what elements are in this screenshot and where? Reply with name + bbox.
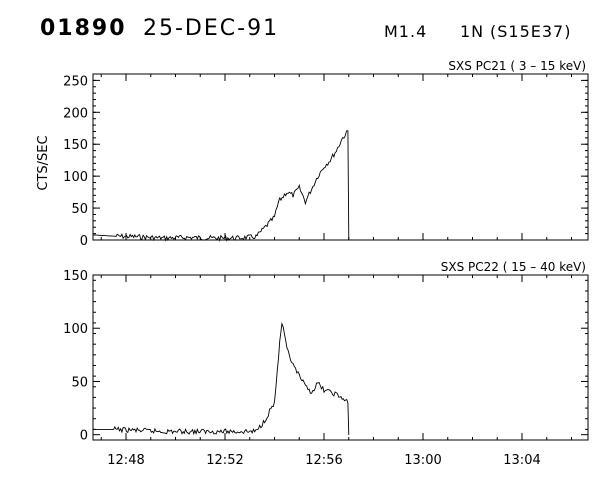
pc21-title: SXS PC21 ( 3 – 15 keV) [448,59,586,73]
pc21-ytick-label: 100 [63,170,88,185]
pc22-xtick-label: 13:00 [404,453,441,468]
pc21-ytick-label: 150 [63,138,88,153]
pc21-ytick-label: 0 [80,234,88,249]
pc21-ytick-label: 200 [63,106,88,121]
pc21-plot-frame [92,73,589,241]
pc22-xtick-label: 12:52 [206,453,243,468]
pc21-series-line [92,130,350,242]
pc22-title: SXS PC22 ( 15 – 40 keV) [441,260,586,274]
pc22-xtick-label: 12:48 [107,453,144,468]
pc22-plot-frame [92,274,589,441]
pc21-ylabel: CTS/SEC [36,135,51,190]
event-number: 01890 [40,16,127,41]
pc22-ytick-label: 50 [71,375,88,390]
pc21-ytick-label: 250 [63,74,88,89]
pc22-ytick-label: 0 [80,429,88,444]
goes-class: M1.4 [384,22,428,41]
flare-location: (S15E37) [490,22,572,41]
optical-class: 1N [460,22,485,41]
pc22-xtick-label: 12:56 [305,453,342,468]
pc21-ytick-label: 50 [71,202,88,217]
pc22-ytick-label: 150 [63,269,88,284]
pc22-xtick-label: 13:04 [503,453,540,468]
pc22-ytick-label: 100 [63,322,88,337]
pc22-series-line [93,322,350,436]
event-date: 25-DEC-91 [143,16,280,41]
